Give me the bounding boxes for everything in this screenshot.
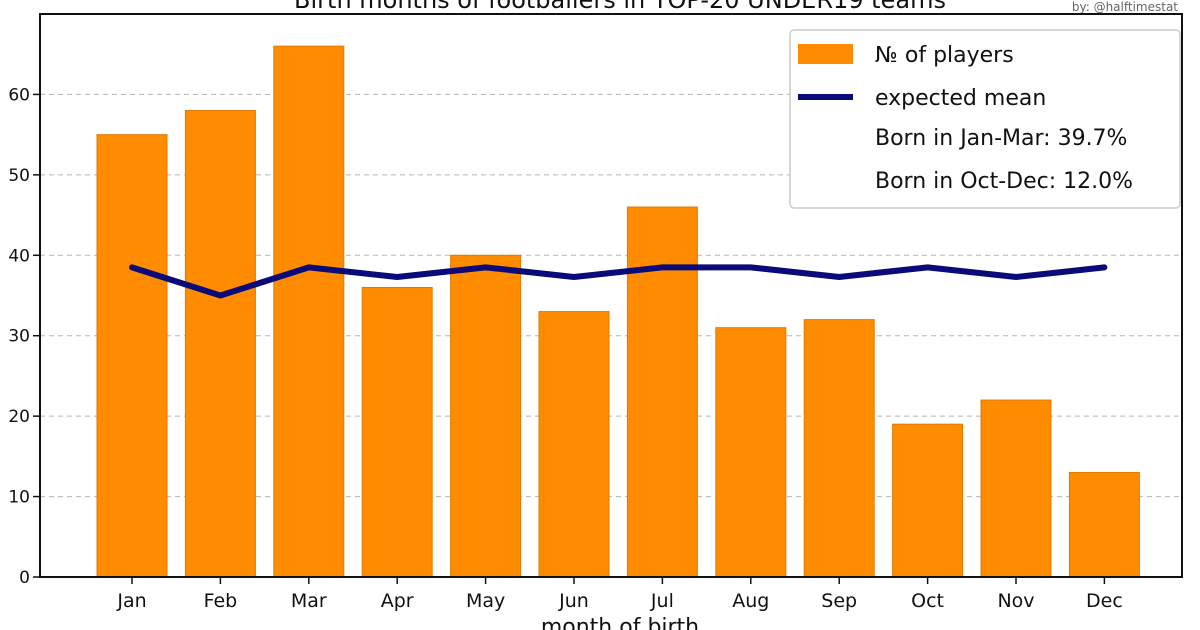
bar-jun xyxy=(538,311,610,578)
bar-may xyxy=(450,254,522,578)
x-tick-label: Nov xyxy=(997,590,1034,612)
bar-mar xyxy=(273,45,345,578)
x-tick-label: Mar xyxy=(291,590,327,612)
plot-frame xyxy=(39,13,1183,578)
bar-nov xyxy=(980,399,1052,578)
legend-note-oct-dec: Born in Oct-Dec: 12.0% xyxy=(875,169,1133,194)
credit-label: by: @halftimestat xyxy=(1072,0,1178,14)
x-tick-label: Dec xyxy=(1086,590,1123,612)
bar-feb xyxy=(184,110,256,578)
y-tick-label: 40 xyxy=(8,246,30,266)
y-tick-label: 0 xyxy=(19,568,30,588)
x-axis-label: month of birth xyxy=(541,615,699,630)
legend-label-mean: expected mean xyxy=(875,86,1046,111)
bar-jan xyxy=(96,134,168,578)
y-tick-label: 50 xyxy=(8,166,30,186)
bar-sep xyxy=(803,319,875,578)
y-tick-label: 10 xyxy=(8,488,30,508)
x-tick-label: May xyxy=(466,590,505,612)
bars xyxy=(96,45,1140,578)
legend-box xyxy=(789,29,1181,209)
x-tick-label: Sep xyxy=(821,590,857,612)
y-tick-label: 60 xyxy=(8,85,30,105)
legend-note-jan-mar: Born in Jan-Mar: 39.7% xyxy=(875,126,1127,151)
x-tick-label: Jul xyxy=(650,590,674,612)
bar-aug xyxy=(715,327,787,578)
y-axis: 0 10 20 30 40 50 60 xyxy=(8,85,40,588)
bar-apr xyxy=(361,286,433,578)
x-tick-label: Feb xyxy=(204,590,238,612)
legend-swatch-players xyxy=(798,44,853,64)
mean-line-layer xyxy=(129,264,1108,299)
legend-label-players: № of players xyxy=(875,43,1014,68)
legend: № of players expected mean Born in Jan-M… xyxy=(789,29,1181,209)
expected-mean-line xyxy=(129,264,1108,299)
bar-oct xyxy=(892,423,964,578)
x-tick-label: Jun xyxy=(558,590,589,612)
x-tick-label: Apr xyxy=(381,590,414,612)
chart-title: Birth months of footballers in TOP-20 UN… xyxy=(294,0,946,14)
x-tick-label: Aug xyxy=(732,590,769,612)
bar-dec xyxy=(1068,471,1140,578)
x-axis: Jan Feb Mar Apr May Jun Jul Aug Sep Oct Nov Dec xyxy=(116,577,1123,612)
x-tick-label: Oct xyxy=(911,590,944,612)
x-tick-label: Jan xyxy=(116,590,146,612)
bar-jul xyxy=(626,206,698,578)
y-tick-label: 30 xyxy=(8,327,30,347)
y-tick-label: 20 xyxy=(8,407,30,427)
